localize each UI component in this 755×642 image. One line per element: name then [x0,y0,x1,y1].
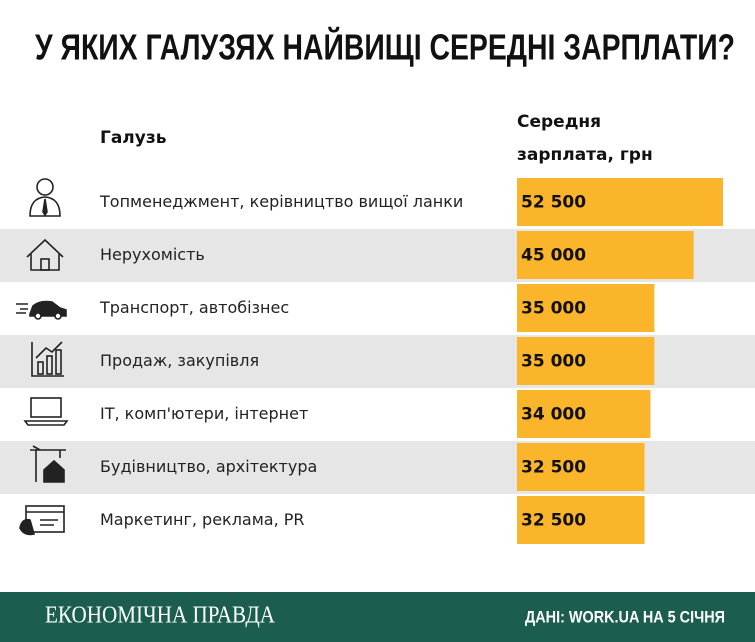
category-header: Галузь [100,128,166,148]
icon-house [26,238,64,271]
icon-marketing [19,505,65,536]
value-header-box: Середня зарплата, грн [517,112,653,165]
bar [517,443,645,491]
icon-manager [29,178,61,217]
icon-laptop [23,397,69,426]
footer-band [0,592,755,642]
bar [517,496,645,544]
chart-title: У ЯКИХ ГАЛУЗЯХ НАЙВИЩІ СЕРЕДНІ ЗАРПЛАТИ? [35,26,735,68]
category-label: Продаж, закупівля [100,351,259,370]
value-label: 35 000 [521,299,586,319]
bar [517,284,655,332]
category-label: Нерухомість [100,245,205,264]
footer-source: ДАНІ: WORK.UA НА 5 СІЧНЯ [525,607,725,626]
icons [16,178,69,536]
value-header: Середня зарплата, грн [517,112,653,165]
category-label: ІТ, комп'ютери, інтернет [100,404,308,423]
bar [517,178,723,226]
footer-brand: ЕКОНОМІЧНА ПРАВДА [45,603,276,629]
value-label: 32 500 [521,458,586,478]
icon-car [16,300,67,320]
bar [517,337,655,385]
icon-crane [30,445,66,483]
category-label: Транспорт, автобізнес [99,298,289,317]
value-label: 52 500 [521,193,586,213]
rows: Топменеджмент, керівництво вищої ланки 52… [0,178,755,544]
category-label: Топменеджмент, керівництво вищої ланки [99,192,463,211]
category-label: Будівництво, архітектура [100,457,317,476]
bar [517,390,651,438]
value-label: 34 000 [521,405,586,425]
bar [517,231,694,279]
value-label: 32 500 [521,511,586,531]
value-label: 35 000 [521,352,586,372]
icon-chart [31,341,64,377]
category-label: Маркетинг, реклама, PR [100,510,305,529]
value-label: 45 000 [521,246,586,266]
